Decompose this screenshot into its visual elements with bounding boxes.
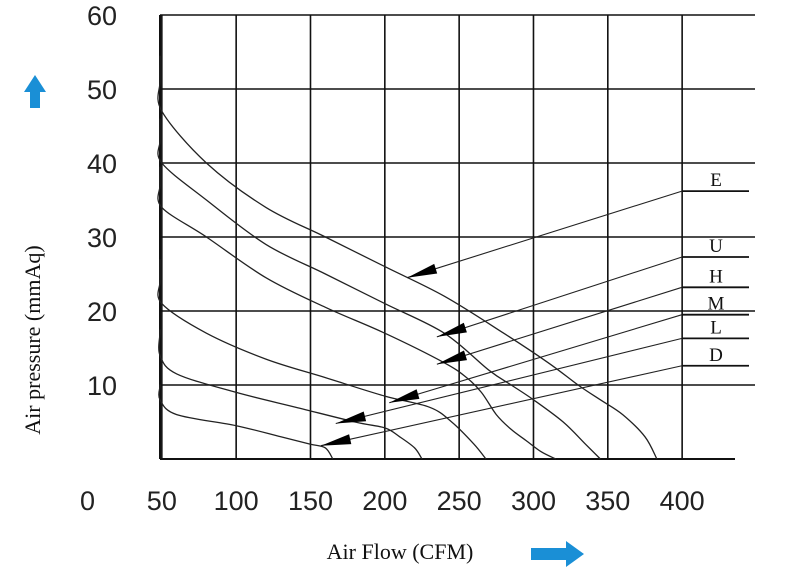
leader-line-d [320, 365, 683, 447]
leader-line-h [436, 286, 683, 365]
x-tick-label: 0 [80, 486, 95, 516]
curve-label-u: U [709, 236, 723, 257]
y-tick-label: 20 [87, 297, 117, 327]
leader-line-l [335, 337, 683, 425]
y-tick-label: 10 [87, 371, 117, 401]
y-axis-arrow-icon [24, 75, 46, 108]
curve-label-d: D [709, 345, 723, 366]
y-tick-label: 30 [87, 223, 117, 253]
curve-e [157, 55, 658, 460]
chart-tick-labels: 10 20 30 40 50 60 0 50 100 150 200 250 300 350 400 [80, 1, 705, 516]
leader-line-e [406, 190, 683, 279]
leader-line-m [389, 314, 683, 404]
curve-label-l: L [710, 317, 722, 338]
curve-d [158, 384, 334, 460]
x-tick-label: 50 [147, 486, 177, 516]
y-tick-label: 60 [87, 1, 117, 31]
curve-label-e: E [710, 170, 722, 191]
x-tick-label: 200 [362, 486, 407, 516]
chart-grid [159, 14, 755, 460]
x-axis-arrow-icon [531, 541, 584, 567]
curve-l [158, 329, 423, 460]
leader-line-u [436, 256, 683, 338]
x-tick-label: 250 [437, 486, 482, 516]
y-tick-label: 50 [87, 75, 117, 105]
curve-m [157, 259, 487, 460]
curve-label-m: M [708, 294, 725, 315]
curve-label-h: H [709, 266, 723, 287]
arrowhead-e [407, 263, 438, 278]
arrowhead-m [389, 389, 420, 403]
x-tick-label: 400 [660, 486, 705, 516]
curve-u [157, 118, 601, 460]
x-tick-label: 350 [585, 486, 630, 516]
x-axis-title: Air Flow (CFM) [327, 539, 474, 564]
x-tick-label: 150 [288, 486, 333, 516]
y-axis-title: Air pressure (mmAq) [20, 245, 45, 434]
curve-h [157, 166, 557, 460]
arrowhead-l [335, 411, 367, 424]
arrowhead-u [436, 322, 467, 337]
arrowhead-d [320, 434, 352, 446]
chart-curves [157, 55, 658, 460]
y-tick-label: 40 [87, 149, 117, 179]
x-tick-label: 100 [214, 486, 259, 516]
arrowhead-h [436, 350, 467, 365]
x-tick-label: 300 [511, 486, 556, 516]
